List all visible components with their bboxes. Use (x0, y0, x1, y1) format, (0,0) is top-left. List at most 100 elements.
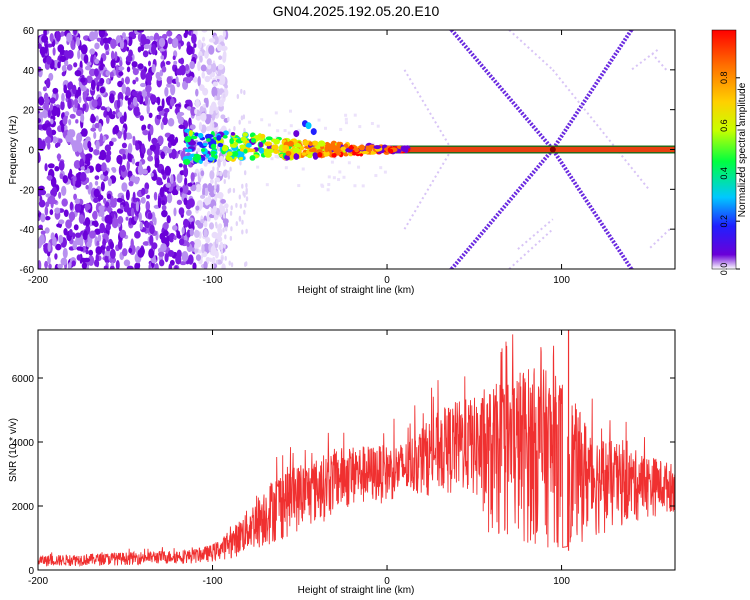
spectrogram-noise-blob (68, 211, 76, 222)
spectrogram-noise-blob (196, 147, 201, 153)
spectrogram-noise-blob (108, 215, 113, 225)
spectrogram-noise-blob (38, 112, 46, 118)
spectrogram-noise-blob (157, 197, 162, 209)
spectrogram-noise-blob (212, 166, 215, 172)
spectrogram-noise-blob (204, 50, 209, 59)
spectrogram-noise-blob (98, 30, 106, 38)
spectrogram-noise-blob (189, 60, 195, 70)
spectrogram-v-line (631, 30, 636, 32)
spectrogram-noise-blob (121, 83, 127, 94)
spectrogram-noise-blob (167, 117, 175, 127)
spectrogram-band-blob (365, 145, 373, 152)
spectrogram-noise-blob (209, 178, 214, 185)
spectrogram-noise-blob (160, 151, 166, 160)
spectrogram-noise-blob (149, 144, 157, 152)
spectrogram-noise-blob (90, 79, 96, 91)
spectrogram-noise-blob (230, 226, 233, 232)
spectrogram-noise-blob (65, 219, 72, 229)
spectrogram-noise-blob (224, 83, 228, 90)
spectrogram-noise-blob (224, 203, 229, 209)
spectrogram-noise-blob (206, 210, 212, 222)
spectrogram-band-blob (238, 156, 244, 161)
spectrogram-noise-blob (76, 36, 81, 47)
spectrogram-band-blob (264, 141, 273, 147)
spectrogram-noise-blob (221, 263, 226, 269)
spectrogram-noise-blob (195, 115, 202, 121)
spectrogram-noise-blob (187, 254, 194, 265)
spectrogram-noise-blob (179, 57, 185, 65)
spectrogram-noise-blob (243, 209, 246, 215)
spectrogram-noise-blob (57, 263, 63, 269)
spectrogram-band-blob (201, 157, 206, 161)
spectrogram-noise-blob (39, 46, 46, 56)
spectrogram-noise-blob (97, 234, 102, 242)
spectrogram-faint-line (508, 228, 554, 269)
spectrogram-noise-blob (74, 70, 82, 77)
spectrogram-noise-blob (161, 200, 166, 206)
spectrogram-noise-blob (168, 263, 173, 269)
spectrogram-noise-blob (166, 215, 171, 224)
spectrogram-noise-blob (128, 247, 133, 254)
spectrogram-band-blob (273, 138, 280, 145)
spectrogram-noise-blob (119, 60, 123, 67)
spectrogram-noise-blob (289, 124, 293, 128)
spectrogram-noise-blob (342, 175, 346, 179)
snr-line (38, 334, 675, 567)
spectrogram-noise-blob (85, 184, 89, 190)
spectrogram-noise-blob (91, 220, 96, 226)
spectrogram-band-blob (247, 148, 256, 153)
spectrogram-noise-blob (90, 115, 96, 124)
spectrogram-band-blob (293, 153, 300, 160)
spectrogram-noise-blob (38, 66, 42, 73)
spectrogram-features (182, 30, 675, 269)
spectrogram-noise-blob (68, 229, 73, 237)
spectrogram-noise-blob (204, 75, 211, 83)
spectrogram-noise-blob (225, 208, 229, 214)
spectrogram-band-blob (249, 155, 256, 161)
spectrogram-noise-blob (151, 258, 157, 264)
spectrogram-noise-blob (52, 236, 57, 247)
spectrogram-noise-blob (256, 165, 260, 169)
spectrogram-noise-blob (195, 205, 200, 211)
spectrogram-noise-blob (88, 249, 94, 256)
spectrogram-noise-blob (157, 105, 164, 113)
spectrogram-noise-blob (49, 33, 54, 43)
spectrogram-noise-blob (38, 224, 43, 230)
snr-ytick-label: 0 (28, 566, 34, 577)
spectrogram-noise-blob (177, 116, 184, 125)
spectrogram-noise-blob (77, 86, 82, 98)
spectrogram-noise-blob (63, 209, 69, 217)
spectrogram-noise-blob (121, 248, 128, 257)
spectrogram-noise-blob (50, 129, 57, 136)
spectrogram-noise-blob (58, 191, 62, 199)
spectrogram-noise-blob (48, 195, 56, 204)
spectrogram-noise-blob (59, 55, 67, 63)
spectrogram-noise-blob (92, 210, 98, 221)
spectrogram-band-blob (273, 149, 280, 154)
spectrogram-noise-blob (101, 162, 107, 173)
spectrogram-noise-blob (68, 118, 72, 126)
spectrogram-noise-blob (123, 259, 131, 267)
spectrogram-band-blob (301, 152, 307, 156)
snr-xlabel: Height of straight line (km) (298, 585, 415, 596)
spectrogram-band-blob (282, 144, 290, 152)
spectrogram-noise-blob (215, 239, 219, 245)
spectrogram-noise-blob (184, 177, 188, 186)
spectrogram-noise-blob (183, 218, 190, 228)
spectrogram-noise-blob (219, 155, 224, 162)
spectrogram-noise-blob (143, 43, 151, 49)
spectrogram-noise-blob (89, 230, 96, 239)
spectrogram-noise-blob (38, 260, 42, 269)
spectrogram-noise-blob (183, 197, 188, 206)
spectrogram-noise-blob (85, 249, 89, 255)
spectrogram-noise-blob (64, 111, 70, 117)
spectrogram-noise-blob (44, 43, 48, 54)
spectrogram-noise-blob (94, 68, 99, 77)
spectrogram-noise-blob (88, 31, 96, 41)
spectrogram-band-blob (373, 145, 382, 150)
colorbar-label: Normalized spectral amplitude (737, 82, 748, 217)
spectrogram-noise-blob (220, 45, 228, 52)
spectrogram-noise-blob (216, 44, 223, 52)
spectrogram-noise-blob (121, 142, 127, 149)
